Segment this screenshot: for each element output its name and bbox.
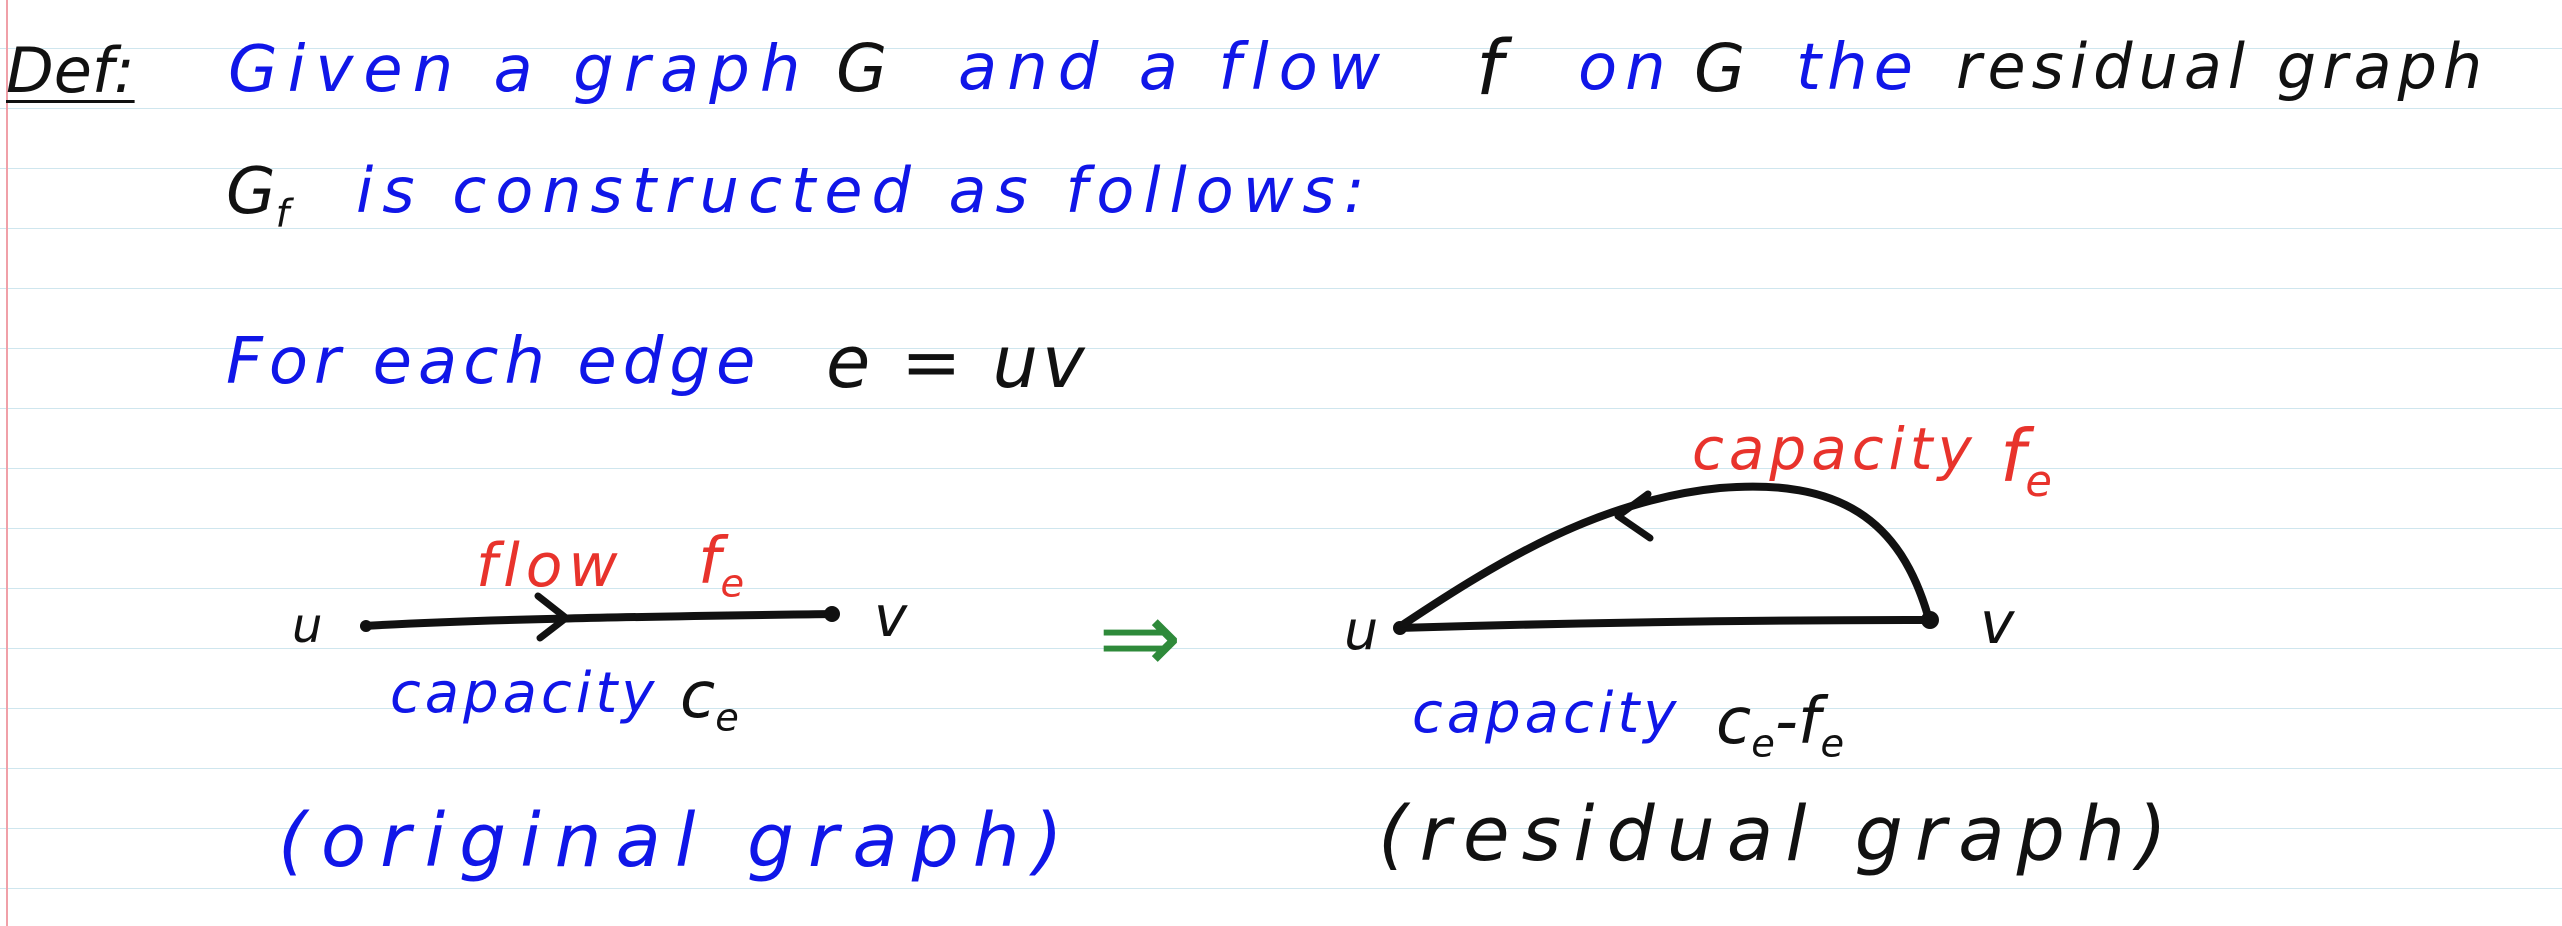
ruled-line xyxy=(0,648,2562,649)
original-edge xyxy=(360,610,834,630)
original-capacity-sub: e xyxy=(715,695,739,741)
flow-var: fe xyxy=(698,530,744,604)
original-edge-arrow-icon xyxy=(534,592,570,642)
flow-label: flow xyxy=(476,531,624,601)
residual-capacity-c: c xyxy=(1716,685,1752,759)
def-text-the: the xyxy=(1796,31,1920,105)
original-node-u: u xyxy=(292,598,323,654)
def-text-constructed: is constructed as follows: xyxy=(356,154,1374,227)
residual-node-u: u xyxy=(1344,599,1379,662)
def-text-given-graph: Given a graph xyxy=(228,33,811,107)
residual-caption: (residual graph) xyxy=(1378,789,2179,878)
ruled-line xyxy=(0,588,2562,589)
ruled-line xyxy=(0,228,2562,229)
ruled-line xyxy=(0,468,2562,469)
edge-expression: e = uv xyxy=(826,320,1089,404)
ruled-line xyxy=(0,348,2562,349)
residual-forward-edge xyxy=(1394,616,1934,632)
ruled-line xyxy=(0,408,2562,409)
symbol-Gf-sub: f xyxy=(275,191,290,237)
ruled-line xyxy=(0,168,2562,169)
ruled-line xyxy=(0,288,2562,289)
original-node-v: v xyxy=(874,585,908,650)
original-node-v-dot xyxy=(824,606,840,622)
residual-capacity-expr: ce-fe xyxy=(1716,690,1844,764)
residual-capacity-sub1: e xyxy=(1751,721,1775,767)
edge-line-prefix: For each edge xyxy=(226,325,762,399)
def-symbol-G: G xyxy=(836,30,888,107)
def-text-on: on xyxy=(1578,31,1674,105)
original-caption: (original graph) xyxy=(278,798,1077,884)
ruled-line xyxy=(0,708,2562,709)
original-capacity-var: ce xyxy=(680,664,739,738)
residual-capacity-minus: - xyxy=(1774,685,1798,759)
ruled-line xyxy=(0,768,2562,769)
ruled-line xyxy=(0,528,2562,529)
original-capacity-label: capacity xyxy=(390,661,659,726)
residual-back-sub: e xyxy=(2025,457,2052,508)
ruled-line xyxy=(0,48,2562,49)
def-symbol-G2: G xyxy=(1694,30,1746,107)
symbol-Gf-G: G xyxy=(226,155,276,229)
original-capacity-c: c xyxy=(680,659,716,733)
residual-node-v: v xyxy=(1980,589,2015,657)
def-text-residual-graph: residual graph xyxy=(1956,30,2489,103)
implies-icon: ⇒ xyxy=(1098,579,1182,696)
residual-capacity-label: capacity xyxy=(1412,681,1681,746)
residual-back-var: fe xyxy=(2000,420,2052,504)
def-text-and-flow: and a flow xyxy=(958,31,1391,105)
residual-back-edge xyxy=(1400,482,1932,628)
ruled-line xyxy=(0,828,2562,829)
ruled-line xyxy=(0,888,2562,889)
residual-capacity-f: f xyxy=(1797,685,1821,759)
residual-capacity-sub2: e xyxy=(1820,721,1845,767)
flow-var-f: f xyxy=(698,525,721,599)
residual-back-edge-arrow-icon xyxy=(1614,490,1654,542)
def-label: Def: xyxy=(6,34,135,107)
original-node-u-dot xyxy=(360,620,372,632)
residual-back-label: capacity xyxy=(1692,415,1977,483)
def-symbol-f: f xyxy=(1476,23,1503,112)
symbol-Gf: Gf xyxy=(226,160,289,234)
margin-line xyxy=(6,0,8,926)
flow-var-sub: e xyxy=(720,561,745,607)
residual-back-f: f xyxy=(2000,414,2026,498)
ruled-line xyxy=(0,108,2562,109)
